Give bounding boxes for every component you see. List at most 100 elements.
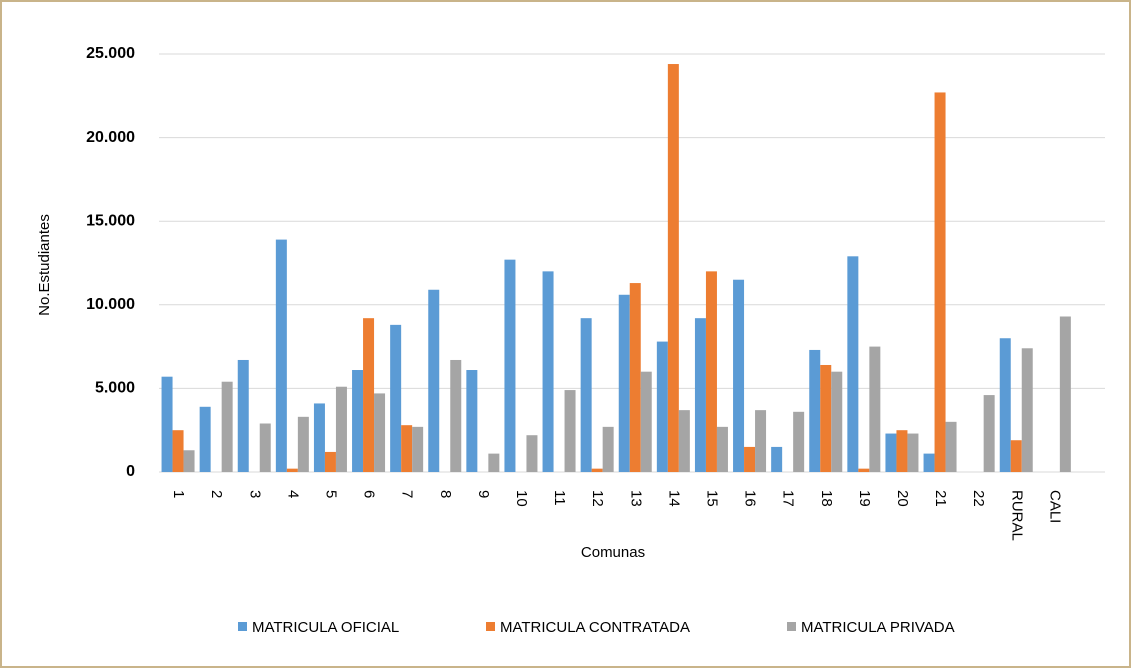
- bar: [313, 403, 325, 472]
- bar: [390, 324, 402, 472]
- bar: [733, 279, 745, 472]
- bar: [542, 271, 554, 472]
- x-tick-label: 1: [170, 490, 187, 498]
- bar: [618, 294, 630, 472]
- x-tick-label: 11: [551, 490, 568, 506]
- x-tick-label: 2: [208, 490, 225, 498]
- bar: [237, 359, 249, 472]
- x-tick-label: 20: [894, 490, 911, 507]
- bar: [161, 376, 173, 472]
- x-tick-label: 17: [780, 490, 797, 507]
- bar: [907, 433, 919, 472]
- bar: [466, 370, 478, 472]
- x-tick-label: 19: [856, 490, 873, 507]
- x-tick-label: 5: [322, 490, 339, 498]
- x-tick-label: 13: [627, 490, 644, 507]
- x-tick-label: 18: [818, 490, 835, 507]
- bar: [934, 92, 946, 473]
- bar: [183, 450, 195, 472]
- y-tick-label: 15.000: [86, 212, 135, 229]
- x-tick-label: 4: [284, 490, 301, 498]
- bar: [1021, 348, 1033, 472]
- bar: [744, 446, 756, 472]
- legend-label: MATRICULA CONTRATADA: [500, 619, 690, 636]
- bar: [885, 433, 897, 472]
- bar: [352, 370, 364, 472]
- bar: [656, 341, 668, 472]
- bar: [755, 410, 767, 472]
- x-tick-label: 16: [742, 490, 759, 507]
- bar: [488, 453, 500, 472]
- bar: [602, 426, 614, 472]
- bar: [526, 435, 538, 472]
- x-axis-title: Comunas: [581, 544, 645, 561]
- bar: [324, 451, 336, 472]
- bar: [275, 239, 287, 472]
- y-tick-label: 20.000: [86, 129, 135, 146]
- bar: [199, 406, 211, 472]
- bar: [869, 346, 881, 472]
- legend-swatch: [238, 622, 247, 631]
- bar: [221, 381, 233, 472]
- bar: [374, 393, 386, 472]
- legend-swatch: [787, 622, 796, 631]
- bar: [564, 390, 576, 472]
- bar: [809, 349, 821, 472]
- legend-swatch: [486, 622, 495, 631]
- bar: [401, 425, 413, 472]
- bar: [820, 364, 832, 472]
- x-tick-label: 12: [589, 490, 606, 507]
- bar: [923, 453, 935, 472]
- x-tick-label: 14: [665, 490, 682, 507]
- x-tick-label: RURAL: [1008, 490, 1025, 541]
- x-tick-label: 8: [437, 490, 454, 498]
- y-axis-title: No.Estudiantes: [36, 214, 53, 316]
- bar: [428, 289, 440, 472]
- y-tick-label: 10.000: [86, 296, 135, 313]
- bar: [629, 283, 641, 472]
- x-tick-label: 3: [246, 490, 263, 498]
- bar: [335, 386, 347, 472]
- bar: [858, 468, 870, 472]
- bar: [667, 64, 679, 473]
- bar: [504, 259, 516, 472]
- x-tick-label: CALI: [1046, 490, 1063, 523]
- bar: [591, 468, 603, 472]
- bar: [412, 426, 424, 472]
- bar: [640, 371, 652, 472]
- y-tick-label: 0: [126, 463, 135, 480]
- bar: [716, 426, 728, 472]
- bar: [771, 446, 783, 472]
- bar: [678, 410, 690, 472]
- y-tick-label: 5.000: [95, 380, 135, 397]
- x-tick-label: 15: [703, 490, 720, 507]
- bar: [1010, 440, 1022, 472]
- bar: [172, 430, 184, 472]
- bar: [450, 359, 462, 472]
- bar: [945, 421, 957, 472]
- bar: [363, 318, 375, 472]
- x-tick-label: 6: [361, 490, 378, 498]
- bar: [896, 430, 908, 472]
- bar: [1059, 316, 1071, 472]
- bar: [705, 271, 717, 472]
- bar: [831, 371, 843, 472]
- x-tick-label: 22: [970, 490, 987, 507]
- bar: [286, 468, 298, 472]
- x-tick-label: 7: [399, 490, 416, 498]
- bar: [694, 318, 706, 472]
- bar: [297, 416, 309, 472]
- bar: [983, 395, 995, 472]
- legend-label: MATRICULA PRIVADA: [801, 619, 955, 636]
- legend-label: MATRICULA OFICIAL: [252, 619, 399, 636]
- x-tick-label: 10: [513, 490, 530, 507]
- bar: [793, 411, 805, 472]
- x-tick-label: 21: [932, 490, 949, 507]
- x-tick-label: 9: [475, 490, 492, 498]
- y-tick-label: 25.000: [86, 45, 135, 62]
- bar: [847, 256, 859, 472]
- bar: [999, 338, 1011, 472]
- bar: [259, 423, 271, 472]
